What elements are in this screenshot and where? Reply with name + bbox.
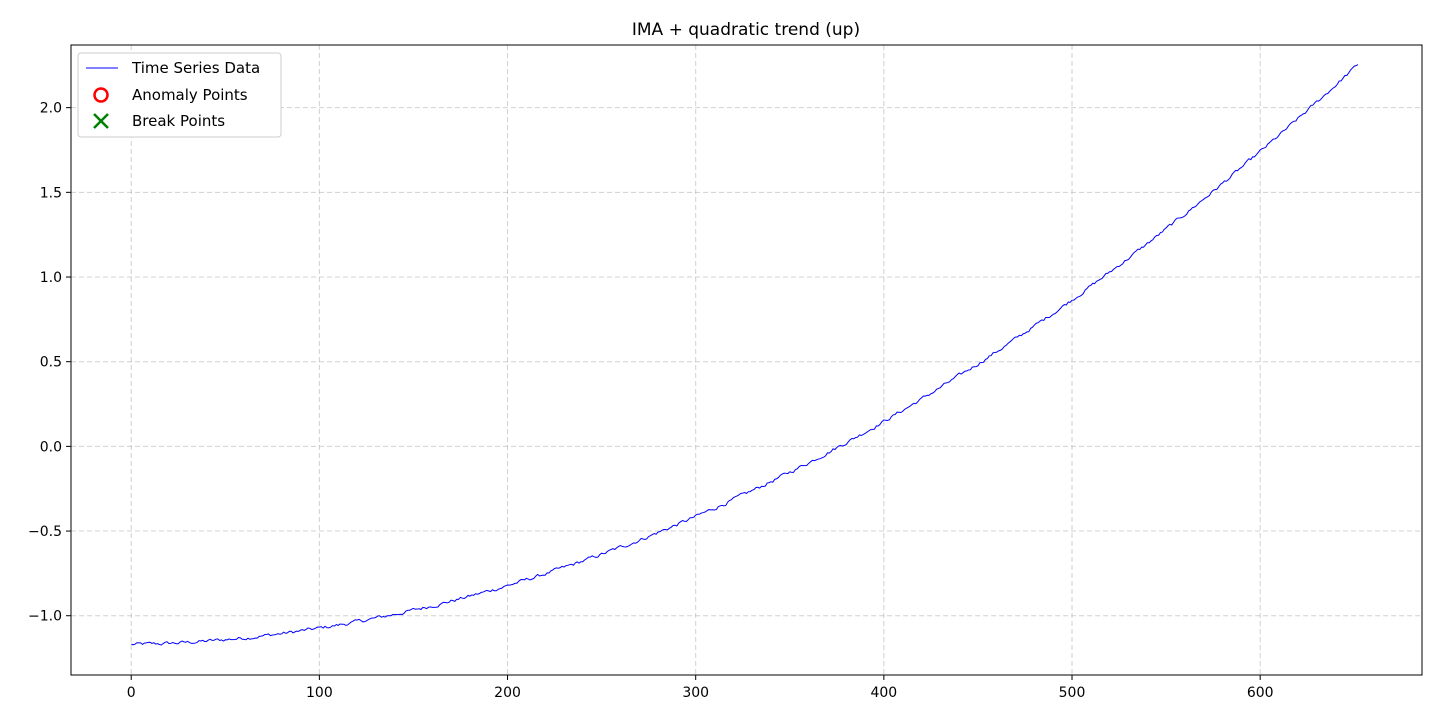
y-tick-label: −1.0 [28, 609, 62, 625]
chart-title: IMA + quadratic trend (up) [632, 20, 860, 40]
plot-area-frame [70, 44, 1423, 676]
legend-anomaly-marker [93, 87, 109, 103]
x-tick-label: 300 [682, 685, 709, 701]
series-layer [131, 64, 1359, 646]
legend-box [77, 52, 282, 138]
x-tick-label: 600 [1247, 685, 1274, 701]
legend-label-break: Break Points [132, 112, 225, 130]
y-tick-label: 1.5 [40, 185, 62, 201]
legend: Time Series Data Anomaly Points Break Po… [77, 52, 282, 138]
x-tick-label: 100 [306, 685, 333, 701]
x-tick-label: 400 [870, 685, 897, 701]
x-axis: 0 100 200 300 400 500 600 [127, 675, 1274, 701]
y-tick-label: 2.0 [40, 101, 62, 117]
y-axis: −1.0 −0.5 0.0 0.5 1.0 1.5 2.0 [28, 101, 71, 625]
y-tick-label: 0.0 [40, 439, 62, 455]
x-tick-label: 500 [1059, 685, 1086, 701]
x-tick-label: 200 [494, 685, 521, 701]
x-tick-label: 0 [127, 685, 136, 701]
y-tick-label: −0.5 [28, 524, 62, 540]
y-tick-label: 1.0 [40, 270, 62, 286]
y-tick-label: 0.5 [40, 355, 62, 371]
legend-break-marker [93, 113, 109, 129]
legend-label-anomaly: Anomaly Points [132, 86, 248, 104]
legend-label-time-series: Time Series Data [131, 59, 260, 77]
grid [71, 45, 1422, 675]
time-series-line [131, 64, 1359, 646]
